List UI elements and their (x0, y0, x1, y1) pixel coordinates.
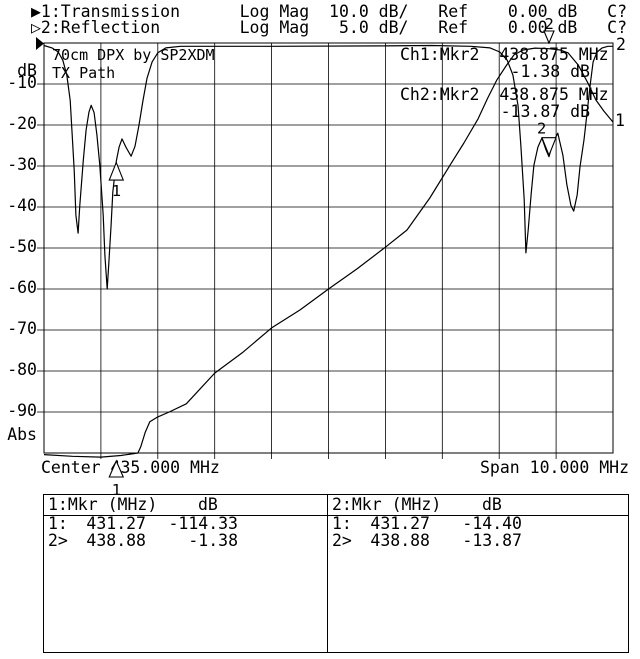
ref-level-arrow-icon (36, 37, 44, 50)
marker-table-unit-header: dB (482, 495, 502, 514)
y-axis-label: -30 (7, 155, 37, 174)
y-axis-label: -60 (7, 278, 37, 297)
trace2-edge-label: 2 (616, 35, 626, 54)
y-axis-label: -80 (7, 360, 37, 379)
marker-table-cell: -13.87 (462, 531, 522, 550)
marker-table-cell: -14.40 (462, 514, 522, 533)
marker-table-unit-header: dB (198, 495, 218, 514)
ch2-marker-readout-freq: Ch2:Mkr2 438.875 MHz (400, 85, 609, 104)
marker-triangle-icon (108, 161, 125, 181)
marker-table-header: 2:Mkr (MHz) (332, 495, 442, 514)
y-axis-label: -10 (7, 73, 37, 92)
marker-table-cell: -114.33 (168, 514, 238, 533)
y-axis-label: -40 (7, 196, 37, 215)
marker-table-ch2: 2:Mkr (MHz) dB 1: 431.27 -14.40 2> 438.88 -13… (327, 494, 629, 653)
marker-number-label: 1 (112, 182, 121, 200)
y-axis-label: dB (17, 61, 37, 80)
marker-table-cell: 438.88 (370, 531, 430, 550)
marker-triangle-icon (541, 137, 557, 157)
marker-table-divider (328, 515, 628, 516)
y-axis-label: -70 (7, 319, 37, 338)
marker-table-ch1: 1:Mkr (MHz) dB 1: 431.27 -114.33 2> 438.88 -1… (43, 494, 328, 653)
marker-table-cell: 2> (48, 531, 68, 550)
marker-table-header: 1:Mkr (MHz) (48, 495, 158, 514)
ch2-marker-readout-value: -13.87 dB (500, 102, 590, 121)
channel1-status-line: ▶1:Transmission Log Mag 10.0 dB/ Ref 0.0… (31, 2, 628, 21)
marker-table-cell: 431.27 (370, 514, 430, 533)
span-label: Span 10.000 MHz (480, 458, 630, 477)
y-axis-label: -50 (7, 237, 37, 256)
marker-table-cell: 1: (332, 514, 352, 533)
trace1-edge-label: 1 (615, 111, 625, 130)
trace-reflection (43, 44, 613, 290)
y-axis-label: Abs (7, 425, 37, 444)
y-axis-label: -90 (7, 401, 37, 420)
ch1-marker-readout-freq: Ch1:Mkr2 438.875 MHz (400, 45, 609, 64)
center-frequency-label: Center 435.000 MHz (41, 458, 220, 477)
marker-table-divider (44, 515, 327, 516)
marker-table-cell: 1: (48, 514, 68, 533)
marker-table-cell: -1.38 (188, 531, 238, 550)
marker-table-cell: 2> (332, 531, 352, 550)
marker-table-cell: 431.27 (86, 514, 146, 533)
y-axis-label: -20 (7, 114, 37, 133)
channel2-status-line: ▷2:Reflection Log Mag 5.0 dB/ Ref 0.00 d… (31, 18, 628, 37)
marker-number-label: 2 (537, 120, 546, 138)
marker-table-cell: 438.88 (86, 531, 146, 550)
graph-title-line1: 70cm DPX by SP2XDM (52, 46, 215, 64)
ch1-marker-readout-value: -1.38 dB (510, 62, 590, 81)
graph-title-line2: TX Path (52, 64, 116, 82)
